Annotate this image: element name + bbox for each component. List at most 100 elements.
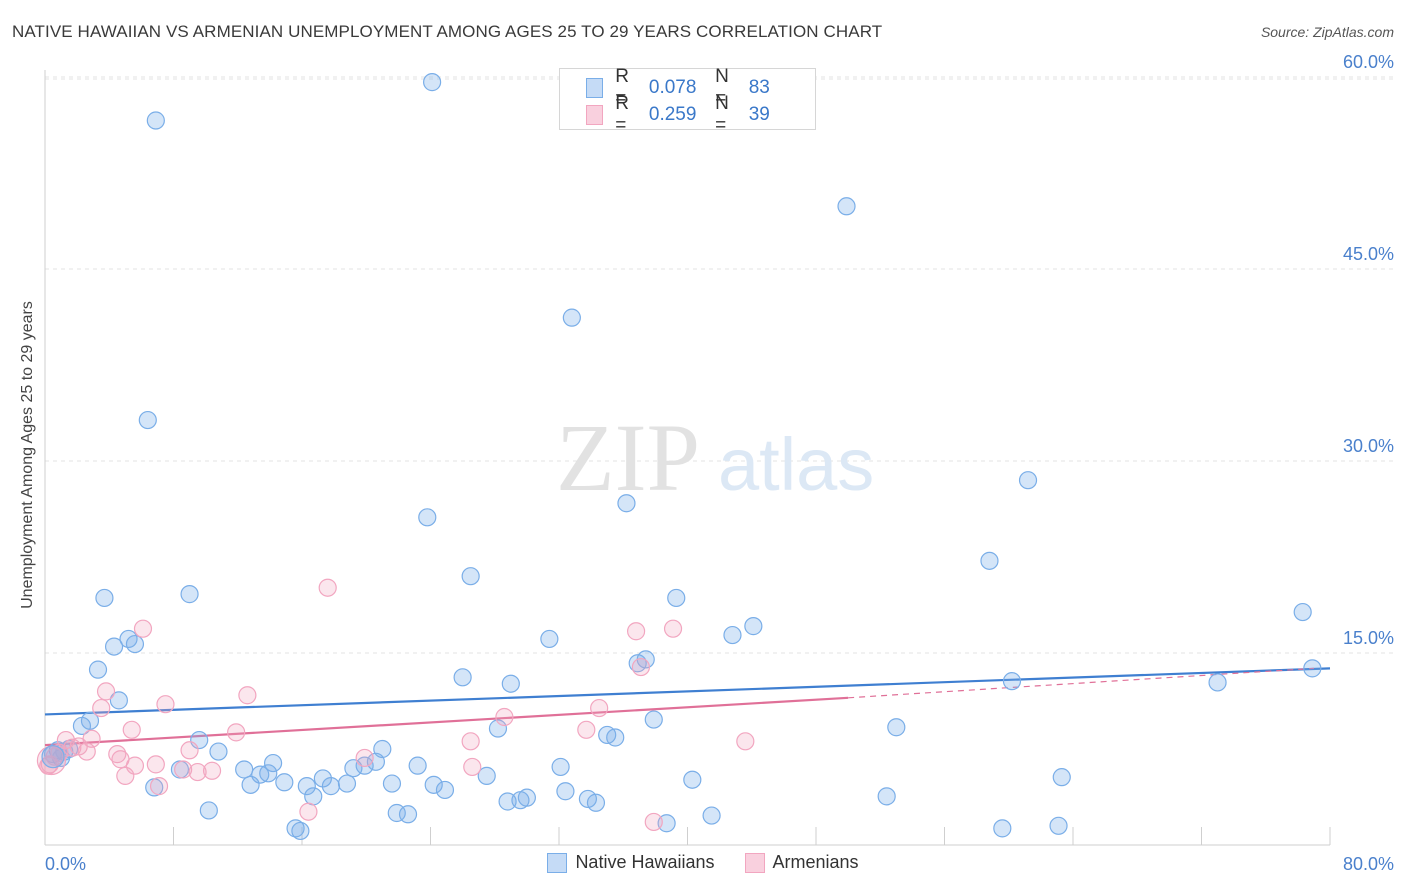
r-label: R = [615, 65, 630, 109]
data-points [36, 73, 1322, 841]
n-value: 39 [748, 103, 770, 125]
armenian-point [577, 720, 596, 739]
armenian-point [188, 762, 207, 782]
legend-row-armenians: R = 0.259 N = 39 [586, 93, 815, 136]
x-tick-label: 0.0% [45, 854, 86, 874]
native-hawaiian-point [667, 588, 686, 608]
native-hawaiian-point [41, 745, 65, 769]
armenian-point [108, 745, 127, 764]
legend-item-native-hawaiians[interactable]: Native Hawaiians [547, 852, 715, 873]
armenian-point [146, 755, 165, 774]
armenian-point [174, 760, 193, 779]
armenian-point [122, 720, 141, 739]
native-hawaiian-point [1052, 768, 1071, 787]
native-hawaiian-point [887, 718, 906, 737]
native-hawaiian-point [95, 588, 114, 608]
r-label: R = [615, 92, 630, 136]
legend-swatch-pink [586, 104, 604, 125]
armenian-point [156, 695, 175, 714]
chart-title: NATIVE HAWAIIAN VS ARMENIAN UNEMPLOYMENT… [12, 22, 883, 41]
armenian-point [36, 745, 67, 776]
native-hawaiian-point [617, 494, 636, 513]
armenian-point [133, 619, 153, 638]
native-hawaiian-point [424, 775, 443, 794]
y-tick-label: 60.0% [1343, 52, 1394, 72]
y-tick-label: 15.0% [1343, 628, 1394, 648]
armenian-point [96, 682, 116, 701]
trend-lines [44, 667, 1331, 747]
armenian-point [463, 757, 482, 777]
armenian-point [202, 761, 222, 780]
native-hawaiian-point [180, 585, 199, 604]
native-hawaiian-point [373, 739, 392, 759]
tick-labels: 15.0% 30.0% 45.0% 60.0% 0.0% 80.0% [45, 52, 1394, 874]
legend-swatch-pink [744, 852, 765, 873]
legend-swatch-blue [586, 77, 604, 98]
native-hawaiian-point [562, 308, 581, 327]
native-hawaiian-point [263, 753, 283, 773]
native-hawaiian-point [744, 617, 763, 636]
native-hawaiian-point [488, 719, 508, 738]
gridlines [45, 76, 1395, 654]
armenian-trend-line [44, 696, 849, 747]
native-hawaiian-point [80, 711, 100, 730]
native-hawaiian-point [88, 660, 108, 679]
armenian-point [63, 738, 82, 757]
native-hawaiian-point [993, 819, 1012, 838]
native-hawaiian-point [1049, 816, 1068, 835]
native-hawaiian-point [586, 793, 606, 812]
native-hawaiian-point [644, 710, 663, 729]
armenian-point [318, 578, 337, 597]
native-hawaiian-point [477, 766, 496, 785]
legend-row-native-hawaiians: R = 0.078 N = 83 [586, 66, 815, 109]
r-value: 0.078 [648, 76, 697, 98]
native-hawaiian-point [398, 805, 418, 824]
native-hawaiian-point [418, 508, 437, 527]
armenian-point [626, 622, 646, 641]
legend-swatch-blue [547, 852, 568, 873]
armenian-point [631, 657, 651, 677]
chart-source: Source: ZipAtlas.com [1260, 24, 1394, 40]
watermark-atlas: atlas [718, 423, 874, 506]
native-hawaiian-point [435, 780, 455, 800]
native-hawaiian-point [199, 801, 218, 820]
native-hawaiian-point [1208, 673, 1227, 692]
native-hawaiian-point [291, 821, 310, 841]
native-hawaiian-point [540, 629, 559, 649]
native-hawaiian-point [109, 691, 128, 710]
native-hawaiian-point [723, 625, 742, 645]
armenian-point [82, 729, 101, 748]
y-tick-label: 45.0% [1343, 244, 1394, 264]
armenian-point [644, 812, 663, 832]
native-hawaiian-point [408, 756, 427, 775]
native-hawaiian-point [877, 787, 896, 806]
armenian-point [227, 723, 246, 742]
legend-item-armenians[interactable]: Armenians [744, 852, 859, 873]
native-hawaiian-point [259, 764, 278, 783]
native-hawaiian-point [501, 674, 520, 693]
native-hawaiian-point [382, 774, 402, 793]
native-hawaiian-point [702, 806, 721, 825]
armenian-point [590, 698, 609, 718]
native-hawaiian-point [423, 73, 442, 92]
armenian-point [238, 686, 257, 705]
correlation-legend: R = 0.078 N = 83 R = 0.259 N = 39 [559, 66, 816, 136]
native-hawaiian-point [286, 819, 305, 838]
armenian-point [299, 802, 318, 821]
native-hawaiian-point [321, 777, 341, 796]
x-tick-label: 80.0% [1343, 854, 1394, 874]
native-hawaiian-point [104, 637, 124, 656]
native-hawaiian-trend-line [44, 667, 1331, 716]
armenian-point [663, 619, 683, 638]
series-legend: Native Hawaiians Armenians [0, 852, 1406, 873]
armenian-point [355, 748, 374, 768]
native-hawaiian-point [556, 782, 575, 801]
native-hawaiian-point [606, 728, 625, 747]
native-hawaiian-point [337, 774, 357, 793]
native-hawaiian-point [304, 787, 323, 806]
n-label: N = [715, 92, 729, 136]
native-hawaiian-point [1002, 672, 1022, 691]
legend-label: Native Hawaiians [575, 852, 715, 872]
armenian-point [461, 732, 480, 751]
native-hawaiian-point [138, 410, 157, 430]
